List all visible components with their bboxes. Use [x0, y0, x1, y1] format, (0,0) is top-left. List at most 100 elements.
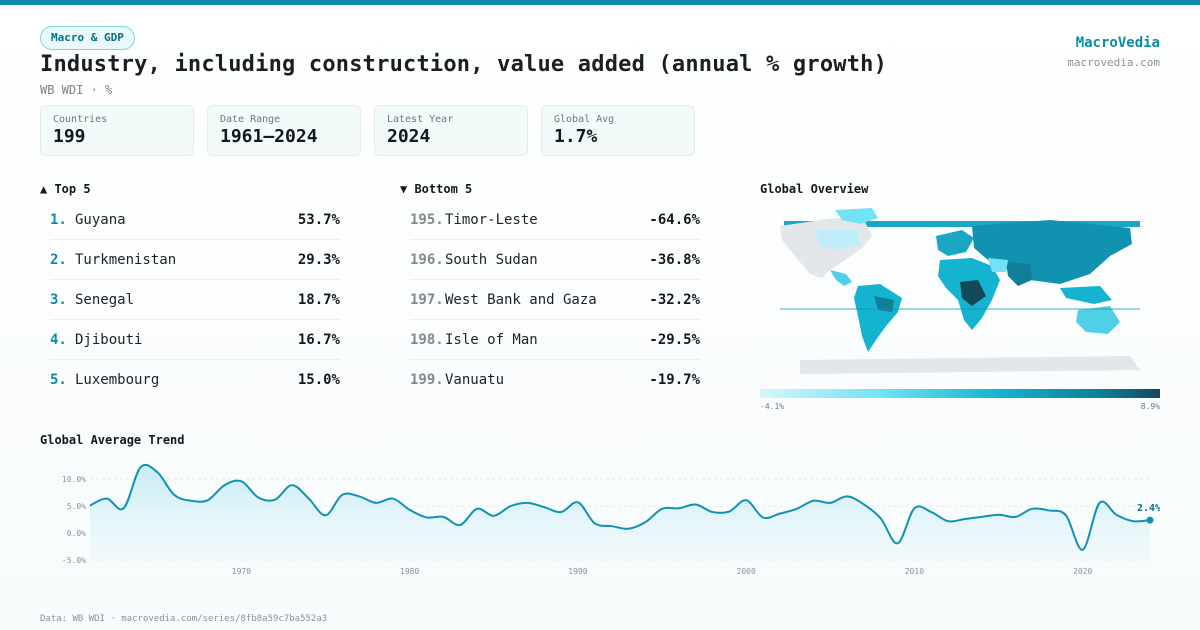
map-region-africa-shade — [960, 280, 986, 306]
x-tick-label: 2010 — [905, 567, 924, 576]
data-point-1996 — [678, 507, 680, 509]
footer-source: Data: WB WDI · macrovedia.com/series/8fb… — [40, 614, 328, 624]
x-tick-label: 2000 — [737, 567, 756, 576]
data-point-1963 — [122, 507, 124, 509]
x-tick-label: 2020 — [1073, 567, 1092, 576]
data-point-1998 — [711, 511, 713, 513]
map-region-antarctica — [800, 356, 1140, 374]
map-region-greenland[interactable] — [835, 208, 878, 224]
map-region-middle-east[interactable] — [988, 258, 1008, 272]
stat-card-countries: Countries 199 — [40, 105, 194, 156]
country-name: Vanuatu — [445, 372, 505, 388]
data-point-1970 — [240, 480, 242, 482]
data-point-2022 — [1115, 514, 1117, 516]
data-point-1976 — [341, 494, 343, 496]
top5-row[interactable]: 4. Djibouti 16.7% — [50, 320, 340, 360]
rank-number: 195. — [410, 212, 444, 228]
data-point-1992 — [610, 525, 612, 527]
data-point-1990 — [577, 501, 579, 503]
map-color-legend — [760, 389, 1160, 398]
map-arctic-band — [784, 221, 1140, 227]
series-area — [90, 464, 1150, 560]
top5-row[interactable]: 3. Senegal 18.7% — [50, 280, 340, 320]
rank-number: 197. — [410, 292, 444, 308]
series-line — [89, 463, 1151, 551]
y-tick-label: 10.0% — [62, 475, 86, 484]
top5-row[interactable]: 1. Guyana 53.7% — [50, 200, 340, 240]
data-point-1994 — [644, 521, 646, 523]
rank-number: 4. — [50, 332, 67, 348]
data-point-1995 — [661, 508, 663, 510]
data-point-2013 — [964, 518, 966, 520]
country-value: 15.0% — [297, 372, 340, 388]
data-point-2006 — [846, 495, 848, 497]
map-region-southeast-asia[interactable] — [1060, 286, 1112, 304]
category-badge[interactable]: Macro & GDP — [40, 26, 135, 50]
data-point-1979 — [392, 497, 394, 499]
global-average-trend-chart[interactable]: -5.0% 0.0% 5.0% 10.0% 1970 1980 1990 2000 2010 20… — [40, 455, 1160, 580]
bottom5-row[interactable]: 198. Isle of Man -29.5% — [410, 320, 700, 360]
country-value: -19.7% — [649, 372, 700, 388]
top5-row[interactable]: 2. Turkmenistan 29.3% — [50, 240, 340, 280]
x-tick-label: 1990 — [568, 567, 587, 576]
legend-max-label: 8.9% — [1140, 402, 1160, 411]
map-region-europe[interactable] — [936, 230, 974, 256]
bottom5-row[interactable]: 199. Vanuatu -19.7% — [410, 360, 700, 400]
data-point-1962 — [106, 497, 108, 499]
country-name: Senegal — [75, 292, 135, 308]
map-region-central-america[interactable] — [830, 270, 852, 286]
rank-number: 1. — [50, 212, 67, 228]
x-tick-label: 1970 — [232, 567, 251, 576]
data-point-2003 — [795, 508, 797, 510]
data-point-1978 — [375, 502, 377, 504]
x-tick-label: 1980 — [400, 567, 419, 576]
bottom5-row[interactable]: 195. Timor-Leste -64.6% — [410, 200, 700, 240]
map-region-north-america[interactable] — [780, 218, 872, 278]
data-point-1967 — [190, 500, 192, 502]
data-point-1982 — [442, 516, 444, 518]
data-point-1966 — [173, 494, 175, 496]
data-point-1997 — [695, 503, 697, 505]
site-url[interactable]: macrovedia.com — [1067, 56, 1160, 69]
world-choropleth-map[interactable] — [760, 200, 1160, 382]
rank-number: 2. — [50, 252, 67, 268]
data-point-2002 — [779, 512, 781, 514]
stat-value: 1961–2024 — [220, 126, 318, 147]
data-point-1985 — [493, 515, 495, 517]
data-point-2004 — [812, 500, 814, 502]
map-region-south-asia[interactable] — [1006, 262, 1032, 286]
brand-logo[interactable]: MacroVedia — [1075, 35, 1160, 51]
stat-label: Global Avg — [554, 114, 615, 125]
data-point-2017 — [1031, 508, 1033, 510]
top5-row[interactable]: 5. Luxembourg 15.0% — [50, 360, 340, 400]
rank-number: 199. — [410, 372, 444, 388]
bottom5-row[interactable]: 196. South Sudan -36.8% — [410, 240, 700, 280]
stat-value: 199 — [53, 126, 86, 147]
data-point-2021 — [1098, 502, 1100, 504]
data-point-1986 — [509, 505, 511, 507]
country-value: -29.5% — [649, 332, 700, 348]
data-point-2005 — [829, 502, 831, 504]
country-value: 16.7% — [297, 332, 340, 348]
map-region-australia[interactable] — [1076, 306, 1120, 334]
data-point-2007 — [863, 503, 865, 505]
data-point-2011 — [930, 511, 932, 513]
data-point-1972 — [274, 498, 276, 500]
page-title: Industry, including construction, value … — [40, 52, 888, 77]
data-point-2020 — [1081, 549, 1083, 551]
map-region-south-america[interactable] — [854, 284, 902, 352]
country-value: 29.3% — [297, 252, 340, 268]
data-point-2010 — [913, 507, 915, 509]
country-name: West Bank and Gaza — [445, 292, 597, 308]
bottom5-row[interactable]: 197. West Bank and Gaza -32.2% — [410, 280, 700, 320]
data-point-1980 — [408, 509, 410, 511]
country-value: 53.7% — [297, 212, 340, 228]
data-point-1973 — [291, 484, 293, 486]
map-region-canada-shade — [815, 230, 860, 250]
map-heading: Global Overview — [760, 182, 869, 196]
source-unit-subtitle: WB WDI · % — [40, 83, 113, 97]
data-point-2009 — [896, 542, 898, 544]
country-name: Djibouti — [75, 332, 143, 348]
y-tick-label: 5.0% — [67, 502, 86, 511]
data-point-2023 — [1132, 520, 1134, 522]
